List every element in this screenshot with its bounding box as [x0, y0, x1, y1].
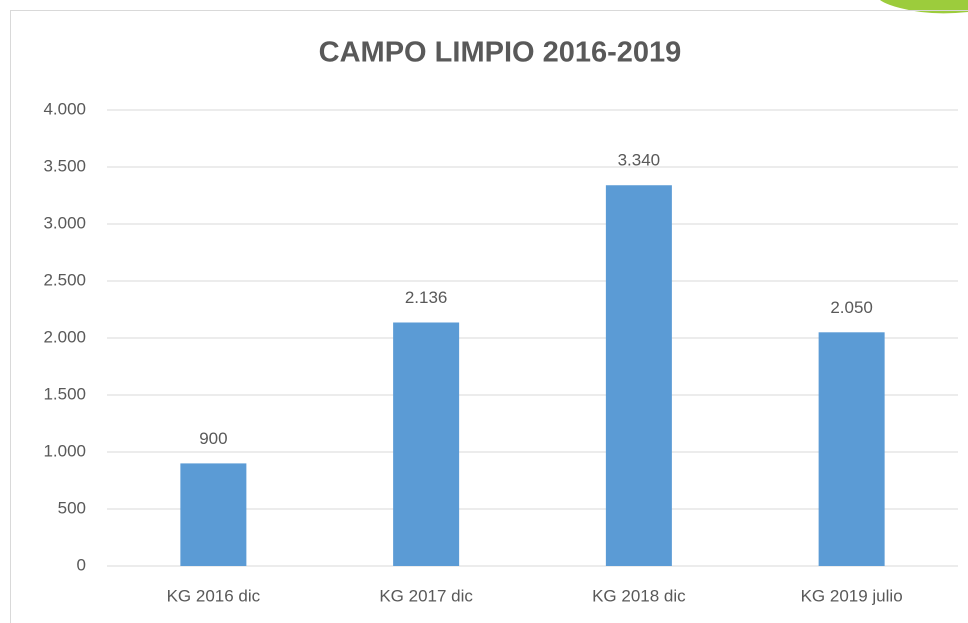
x-tick-label: KG 2016 dic [167, 586, 261, 605]
y-tick-label: 1.500 [43, 384, 86, 403]
x-tick-label: KG 2018 dic [592, 586, 686, 605]
y-tick-label: 3.500 [43, 156, 86, 175]
x-tick-label: KG 2019 julio [801, 586, 903, 605]
y-tick-label: 0 [77, 555, 86, 574]
data-label: 2.136 [405, 288, 448, 307]
y-tick-label: 4.000 [43, 99, 86, 118]
leaf-decoration [880, 0, 968, 14]
bar [605, 185, 672, 567]
chart-border [10, 10, 968, 623]
y-tick-label: 2.000 [43, 327, 86, 346]
y-tick-label: 500 [58, 498, 86, 517]
bar [393, 322, 460, 566]
chart-title: CAMPO LIMPIO 2016-2019 [319, 37, 682, 69]
bar [180, 463, 247, 566]
y-tick-label: 1.000 [43, 441, 86, 460]
y-tick-label: 2.500 [43, 270, 86, 289]
x-tick-label: KG 2017 dic [379, 586, 473, 605]
data-label: 2.050 [830, 298, 873, 317]
y-tick-label: 3.000 [43, 213, 86, 232]
data-label: 900 [199, 429, 227, 448]
data-label: 3.340 [618, 151, 661, 170]
bar [818, 332, 885, 566]
